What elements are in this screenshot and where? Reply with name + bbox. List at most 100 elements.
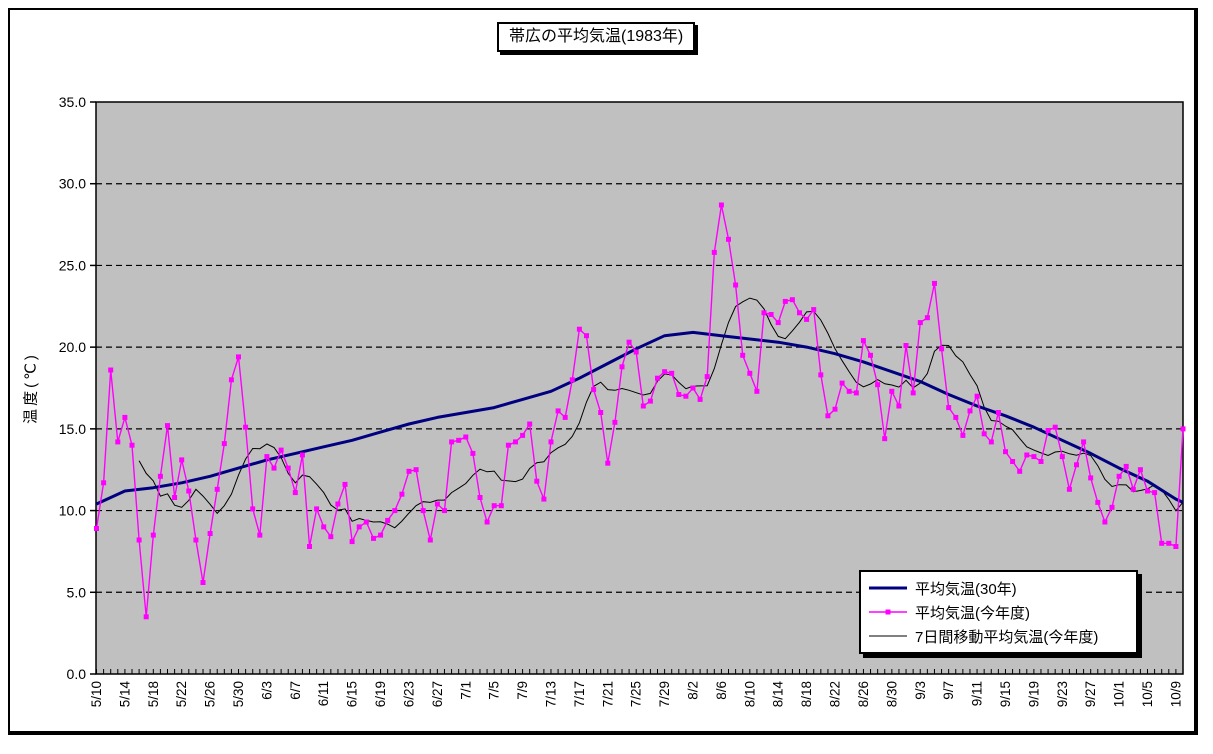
x-axis-tick-label: 5/10	[89, 681, 104, 707]
series-current-year-marker	[875, 382, 881, 388]
series-current-year-marker	[981, 431, 987, 437]
x-axis-tick-label: 8/6	[714, 681, 729, 700]
series-current-year-marker	[797, 310, 802, 316]
series-current-year-marker	[392, 508, 398, 514]
series-current-year-marker	[299, 452, 305, 458]
series-current-year-marker	[292, 490, 298, 496]
series-current-year-marker	[811, 307, 817, 313]
series-current-year-marker	[775, 320, 781, 326]
x-axis-tick-label: 10/5	[1140, 681, 1155, 707]
series-current-year-marker	[1031, 454, 1037, 460]
series-current-year-marker	[541, 496, 547, 502]
series-current-year-marker	[1102, 519, 1108, 525]
series-current-year-marker	[264, 454, 270, 460]
series-current-year-marker	[449, 439, 455, 445]
series-current-year-marker	[839, 380, 845, 386]
series-current-year-marker	[193, 537, 199, 543]
series-current-year-marker	[995, 410, 1001, 415]
legend-label: 平均気温(30年)	[915, 580, 1017, 598]
series-current-year-marker	[612, 419, 618, 425]
series-current-year-marker	[491, 503, 497, 509]
series-current-year-marker	[378, 532, 384, 538]
x-axis-tick-label: 10/9	[1168, 681, 1183, 707]
series-current-year-marker	[179, 457, 185, 463]
series-current-year-marker	[214, 486, 220, 492]
x-axis-tick-label: 8/14	[771, 681, 786, 708]
x-axis-tick-label: 8/30	[884, 681, 899, 707]
x-axis-tick-label: 9/11	[970, 681, 985, 706]
series-current-year-marker	[860, 338, 866, 344]
series-current-year-marker	[243, 424, 249, 430]
x-axis-tick-label: 5/30	[231, 681, 246, 707]
series-current-year-marker	[1038, 459, 1044, 464]
series-current-year-marker	[1137, 467, 1143, 473]
legend-row: 平均気温(30年)	[867, 576, 1130, 600]
series-current-year-marker	[1095, 499, 1101, 505]
series-30yr-avg-line	[95, 330, 1184, 506]
series-current-year-marker	[484, 519, 490, 525]
series-current-year-marker	[505, 442, 511, 448]
series-current-year-marker	[697, 396, 703, 402]
x-axis-tick-label: 5/22	[174, 681, 189, 707]
series-current-year-marker	[853, 390, 859, 396]
legend-sample-current-year	[869, 609, 907, 615]
series-current-year-marker	[626, 339, 632, 345]
x-axis-tick-label: 8/2	[686, 681, 701, 700]
x-axis-tick-label: 9/15	[998, 681, 1013, 707]
series-current-year-marker	[619, 364, 625, 370]
series-current-year-marker	[726, 236, 731, 242]
series-current-year-marker	[1045, 428, 1051, 433]
y-axis-title: 温度(℃)	[23, 352, 40, 424]
y-axis-tick-label: 15.0	[59, 421, 86, 437]
x-axis-tick-label: 9/19	[1026, 681, 1041, 707]
series-current-year-marker	[960, 432, 966, 438]
series-current-year-marker	[94, 526, 99, 531]
series-current-year-marker	[1017, 468, 1023, 474]
series-current-year-marker	[385, 517, 391, 523]
x-axis-tick-label: 9/23	[1055, 681, 1070, 707]
x-axis-tick-label: 7/17	[572, 681, 587, 707]
series-current-year-marker	[101, 480, 107, 486]
y-axis-tick-label: 5.0	[67, 584, 87, 600]
series-current-year-marker	[434, 501, 440, 507]
series-current-year-marker	[932, 280, 937, 286]
series-current-year-marker	[186, 488, 192, 494]
x-axis-tick-label: 8/22	[828, 681, 843, 707]
series-current-year-marker	[1166, 540, 1172, 546]
series-current-year-marker	[513, 439, 518, 445]
series-current-year-marker	[804, 316, 810, 322]
series-current-year-marker	[278, 447, 284, 453]
series-current-year-marker	[463, 434, 469, 440]
series-current-year-marker	[207, 531, 213, 536]
y-axis-tick-label: 10.0	[59, 503, 86, 519]
series-current-year-marker	[200, 580, 206, 585]
series-current-year-marker	[1159, 540, 1165, 546]
x-axis-tick-label: 5/26	[203, 681, 218, 707]
x-axis-tick-label: 8/26	[856, 681, 871, 707]
series-current-year-marker	[1024, 452, 1030, 458]
x-axis-tick-label: 6/15	[345, 681, 360, 707]
series-current-year-marker	[576, 326, 582, 332]
x-axis-tick-label: 6/3	[259, 681, 274, 700]
series-current-year-marker	[768, 312, 774, 317]
series-current-year-marker	[598, 410, 604, 415]
series-current-year-marker	[420, 508, 426, 514]
y-axis-tick-label: 35.0	[59, 94, 86, 110]
x-axis-tick-label: 9/7	[941, 681, 956, 700]
series-current-year-marker	[1081, 439, 1087, 445]
series-current-year-marker	[562, 414, 568, 420]
x-axis-tick-label: 7/25	[629, 681, 644, 707]
series-current-year-marker	[974, 393, 980, 399]
series-current-year-marker	[406, 468, 412, 474]
series-current-year-marker	[584, 333, 589, 339]
x-axis-tick-label: 7/1	[458, 681, 473, 700]
x-axis-tick-label: 9/3	[913, 681, 928, 700]
series-current-year-marker	[754, 388, 760, 394]
series-current-year-marker	[442, 508, 447, 514]
y-axis-tick-label: 25.0	[59, 257, 86, 273]
legend-row: 平均気温(今年度)	[867, 600, 1130, 624]
series-current-year-marker	[896, 403, 902, 409]
series-current-year-marker	[349, 539, 355, 545]
series-current-year-marker	[740, 352, 746, 358]
series-current-year-line	[95, 204, 1184, 617]
